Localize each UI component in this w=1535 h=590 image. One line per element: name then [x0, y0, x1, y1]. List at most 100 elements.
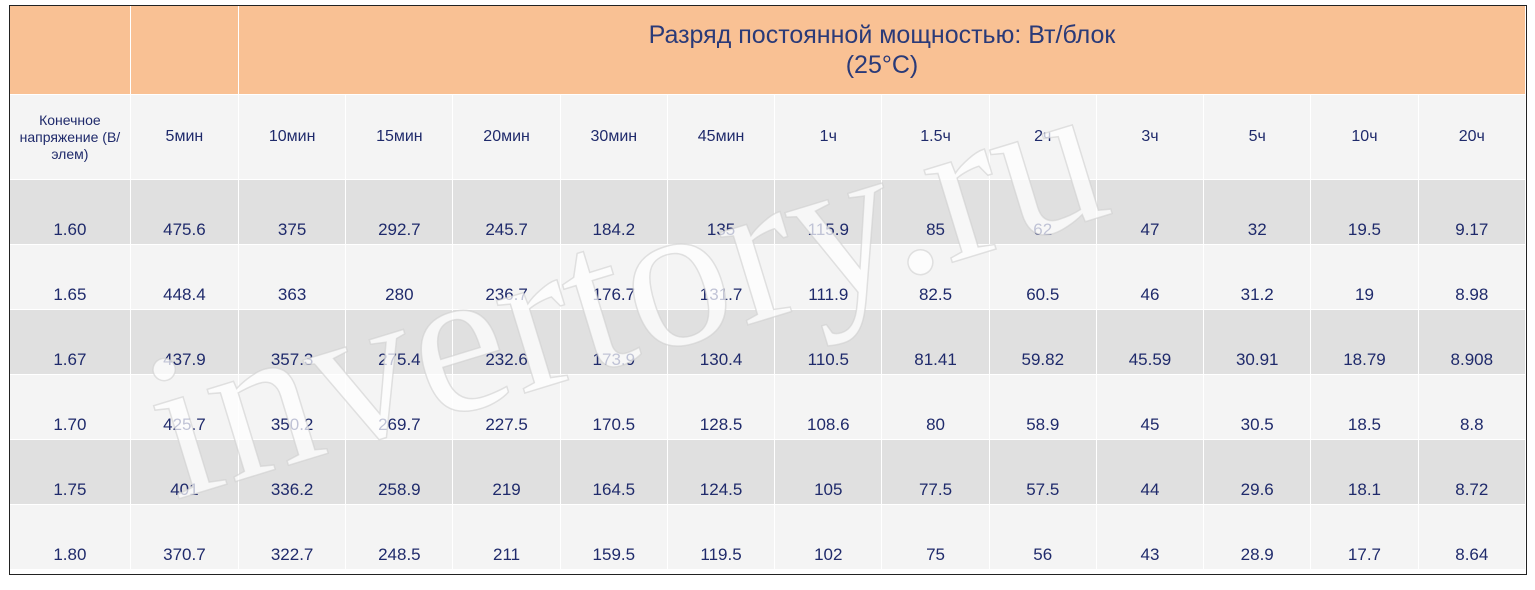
value-cell: 370.7	[130, 504, 240, 570]
value-cell: 437.9	[130, 309, 240, 375]
value-cell: 258.9	[345, 439, 454, 505]
value-cell: 102	[774, 504, 883, 570]
value-cell: 77.5	[881, 439, 990, 505]
value-cell: 236.7	[452, 244, 561, 310]
value-cell: 357.3	[238, 309, 347, 375]
value-cell: 110.5	[774, 309, 883, 375]
title-row: Разряд постоянной мощностью: Вт/блок (25…	[10, 6, 1526, 95]
value-cell: 280	[345, 244, 454, 310]
column-header: 1.5ч	[881, 94, 990, 180]
value-cell: 105	[774, 439, 883, 505]
value-cell: 62	[989, 179, 1097, 245]
table-row: 1.70 425.7 350.2 269.7 227.5 170.5 128.5 108.6 8…	[10, 374, 1526, 440]
value-cell: 44	[1096, 439, 1205, 505]
table-title-line1: Разряд постоянной мощностью: Вт/блок	[648, 21, 1116, 49]
value-cell: 19.5	[1310, 179, 1419, 245]
table-row: 1.80 370.7 322.7 248.5 211 159.5 119.5 102 75 56 4…	[10, 504, 1526, 570]
value-cell: 8.98	[1418, 244, 1526, 310]
value-cell: 43	[1096, 504, 1205, 570]
value-cell: 135	[667, 179, 776, 245]
value-cell: 322.7	[238, 504, 347, 570]
value-cell: 375	[238, 179, 347, 245]
value-cell: 82.5	[881, 244, 990, 310]
value-cell: 232.6	[452, 309, 561, 375]
column-header: 1ч	[774, 94, 883, 180]
voltage-column-header: Конечное напряжение (В/элем)	[10, 94, 131, 180]
value-cell: 9.17	[1418, 179, 1526, 245]
value-cell: 119.5	[667, 504, 776, 570]
value-cell: 111.9	[774, 244, 883, 310]
voltage-cell: 1.80	[10, 504, 131, 570]
voltage-cell: 1.67	[10, 309, 131, 375]
value-cell: 350.2	[238, 374, 347, 440]
value-cell: 164.5	[560, 439, 668, 505]
value-cell: 184.2	[560, 179, 668, 245]
value-cell: 128.5	[667, 374, 776, 440]
column-header: 20ч	[1418, 94, 1526, 180]
column-header: 30мин	[560, 94, 668, 180]
value-cell: 275.4	[345, 309, 454, 375]
voltage-cell: 1.75	[10, 439, 131, 505]
value-cell: 45	[1096, 374, 1205, 440]
value-cell: 336.2	[238, 439, 347, 505]
voltage-cell: 1.65	[10, 244, 131, 310]
value-cell: 81.41	[881, 309, 990, 375]
title-spacer-cell	[130, 6, 240, 95]
table-row: 1.65 448.4 363 280 236.7 176.7 131.7 111.9 82.5 6…	[10, 244, 1526, 310]
column-header: 15мин	[345, 94, 454, 180]
value-cell: 8.908	[1418, 309, 1526, 375]
value-cell: 176.7	[560, 244, 668, 310]
value-cell: 85	[881, 179, 990, 245]
column-header: 20мин	[452, 94, 561, 180]
value-cell: 32	[1203, 179, 1312, 245]
voltage-cell: 1.70	[10, 374, 131, 440]
table-row: 1.67 437.9 357.3 275.4 232.6 173.9 130.4 110.5 8…	[10, 309, 1526, 375]
value-cell: 29.6	[1203, 439, 1312, 505]
value-cell: 30.91	[1203, 309, 1312, 375]
value-cell: 245.7	[452, 179, 561, 245]
column-header: 10мин	[238, 94, 347, 180]
table-title: Разряд постоянной мощностью: Вт/блок (25…	[238, 6, 1526, 95]
value-cell: 80	[881, 374, 990, 440]
table-row: 1.60 475.6 375 292.7 245.7 184.2 135 115.9 85 62 4…	[10, 179, 1526, 245]
column-header: 2ч	[989, 94, 1097, 180]
value-cell: 211	[452, 504, 561, 570]
value-cell: 219	[452, 439, 561, 505]
value-cell: 60.5	[989, 244, 1097, 310]
value-cell: 18.79	[1310, 309, 1419, 375]
value-cell: 57.5	[989, 439, 1097, 505]
value-cell: 8.72	[1418, 439, 1526, 505]
column-header: 3ч	[1096, 94, 1205, 180]
value-cell: 115.9	[774, 179, 883, 245]
value-cell: 17.7	[1310, 504, 1419, 570]
value-cell: 227.5	[452, 374, 561, 440]
value-cell: 131.7	[667, 244, 776, 310]
value-cell: 475.6	[130, 179, 240, 245]
table-title-line2: (25°C)	[845, 51, 919, 79]
value-cell: 28.9	[1203, 504, 1312, 570]
value-cell: 401	[130, 439, 240, 505]
column-header: 5мин	[130, 94, 240, 180]
value-cell: 47	[1096, 179, 1205, 245]
value-cell: 269.7	[345, 374, 454, 440]
discharge-table-frame: Разряд постоянной мощностью: Вт/блок (25…	[9, 5, 1527, 575]
value-cell: 59.82	[989, 309, 1097, 375]
column-header: 45мин	[667, 94, 776, 180]
value-cell: 19	[1310, 244, 1419, 310]
voltage-cell: 1.60	[10, 179, 131, 245]
title-corner-cell	[10, 6, 131, 95]
value-cell: 363	[238, 244, 347, 310]
value-cell: 75	[881, 504, 990, 570]
value-cell: 45.59	[1096, 309, 1205, 375]
value-cell: 108.6	[774, 374, 883, 440]
column-header: 5ч	[1203, 94, 1312, 180]
value-cell: 46	[1096, 244, 1205, 310]
table-row: 1.75 401 336.2 258.9 219 164.5 124.5 105 77.5 57.…	[10, 439, 1526, 505]
discharge-table: Разряд постоянной мощностью: Вт/блок (25…	[10, 6, 1526, 570]
value-cell: 130.4	[667, 309, 776, 375]
value-cell: 18.5	[1310, 374, 1419, 440]
value-cell: 56	[989, 504, 1097, 570]
column-header-row: Конечное напряжение (В/элем) 5мин 10мин 15…	[10, 94, 1526, 180]
value-cell: 124.5	[667, 439, 776, 505]
value-cell: 292.7	[345, 179, 454, 245]
